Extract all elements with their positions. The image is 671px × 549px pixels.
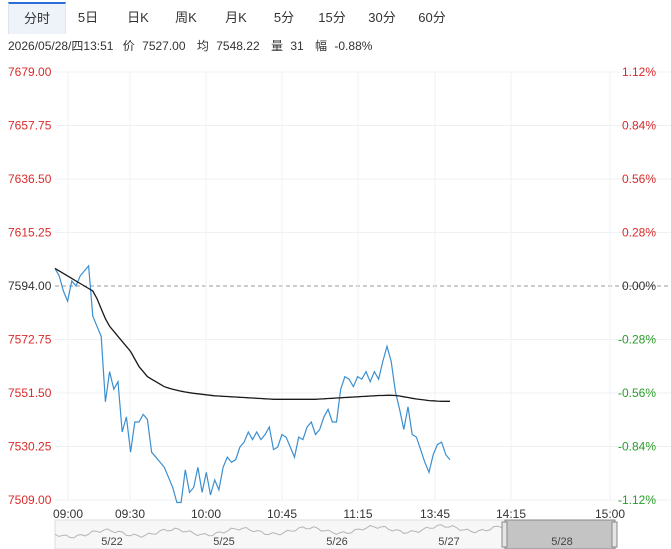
navigator-date-label: 5/25 (213, 536, 234, 548)
tab-60min[interactable]: 60分 (418, 10, 446, 25)
y-left-tick: 7679.00 (8, 65, 52, 79)
info-avg: 7548.22 (216, 39, 260, 53)
x-tick-label: 13:45 (420, 507, 450, 521)
x-axis-labels: 09:00 09:30 10:00 10:45 11:15 13:45 14:15 15:00 (53, 507, 625, 521)
info-price-label: 价 (122, 39, 135, 53)
x-tick-label: 10:45 (267, 507, 297, 521)
x-tick-label: 14:15 (496, 507, 526, 521)
y-right-tick: -0.28% (618, 333, 656, 347)
y-left-tick: 7615.25 (8, 226, 52, 240)
y-left-tick: 7509.00 (8, 493, 52, 507)
y-right-tick: 1.12% (622, 65, 656, 79)
y-left-tick: 7530.25 (8, 440, 52, 454)
y-right-tick: 0.28% (622, 226, 656, 240)
tab-5day[interactable]: 5日 (77, 10, 99, 25)
y-left-tick: 7572.75 (8, 333, 52, 347)
y-left-tick: 7551.50 (8, 386, 52, 400)
tab-5min[interactable]: 5分 (273, 10, 295, 25)
intraday-chart[interactable]: 7679.00 1.12% 7657.75 0.84% 7636.50 0.56% 7615… (0, 60, 671, 549)
navigator-left-handle[interactable] (501, 521, 508, 548)
info-vol: 31 (290, 39, 304, 53)
navigator-overview-line (54, 524, 506, 539)
navigator-date-label: 5/28 (551, 536, 572, 548)
x-tick-label: 09:30 (115, 507, 145, 521)
navigator-date-label: 5/27 (438, 536, 459, 548)
chart-series (54, 264, 451, 504)
navigator-right-handle[interactable] (611, 521, 618, 548)
chart-grid (55, 71, 671, 501)
tab-daily-k[interactable]: 日K (127, 10, 149, 25)
y-left-tick: 7636.50 (8, 172, 52, 186)
average-line (54, 267, 450, 402)
quote-info-bar: 2026/05/28/四13:51 价 7527.00 均 7548.22 量 … (8, 36, 372, 56)
time-navigator[interactable]: 5/22 5/25 5/26 5/27 5/28 (54, 519, 618, 549)
x-tick-label: 10:00 (191, 507, 221, 521)
navigator-selection-window (504, 519, 616, 549)
y-axis-labels: 7679.00 1.12% 7657.75 0.84% 7636.50 0.56% 7615… (8, 65, 656, 507)
info-datetime: 2026/05/28/四13:51 (8, 39, 114, 53)
x-tick-label: 15:00 (595, 507, 625, 521)
info-price: 7527.00 (142, 39, 186, 53)
x-tick-label: 11:15 (343, 507, 372, 521)
x-tick-label: 09:00 (53, 507, 83, 521)
info-chg-label: 幅 (315, 39, 328, 53)
info-avg-label: 均 (196, 39, 209, 53)
tab-15min[interactable]: 15分 (318, 10, 346, 25)
tab-30min[interactable]: 30分 (368, 10, 396, 25)
navigator-date-label: 5/22 (101, 536, 122, 548)
tab-intraday[interactable]: 分时 (8, 2, 66, 34)
y-right-tick: -0.84% (618, 440, 656, 454)
y-right-tick: 0.56% (622, 172, 656, 186)
tab-monthly-k[interactable]: 月K (225, 10, 247, 25)
y-left-tick: 7657.75 (8, 119, 52, 133)
y-left-tick: 7594.00 (8, 279, 52, 293)
navigator-date-label: 5/26 (326, 536, 347, 548)
y-right-tick: -1.12% (618, 493, 656, 507)
price-line (54, 264, 451, 504)
y-right-tick: -0.56% (618, 386, 656, 400)
info-vol-label: 量 (270, 39, 283, 53)
y-right-tick: 0.84% (622, 119, 656, 133)
y-right-tick: 0.00% (622, 279, 656, 293)
tab-weekly-k[interactable]: 周K (175, 10, 197, 25)
chart-period-tabs: 分时 5日 日K 周K 月K 5分 15分 30分 60分 (0, 0, 671, 34)
info-chg: -0.88% (334, 39, 373, 53)
